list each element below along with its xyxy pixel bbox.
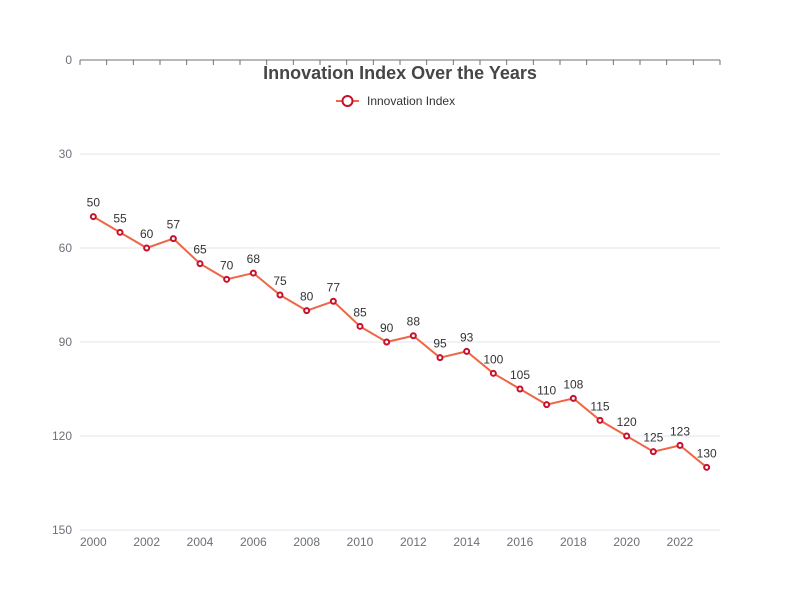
x-tick-label: 2010: [347, 535, 374, 549]
data-point: [596, 416, 604, 424]
data-point: [196, 260, 204, 268]
data-label: 75: [273, 274, 287, 288]
data-point: [649, 448, 657, 456]
data-point: [143, 244, 151, 252]
data-point: [329, 297, 337, 305]
data-label: 130: [697, 446, 717, 460]
data-label: 70: [220, 258, 234, 272]
data-point: [436, 354, 444, 362]
y-tick-label: 60: [59, 241, 73, 255]
data-label: 123: [670, 424, 690, 438]
data-label: 110: [537, 384, 556, 398]
data-point: [623, 432, 631, 440]
data-label: 77: [327, 280, 341, 294]
data-label: 108: [563, 377, 583, 391]
data-label: 85: [353, 305, 367, 319]
x-tick-label: 2014: [453, 535, 480, 549]
data-label-layer: 50 55 60 57 65 70 68 75 80 77 85 90 88 95 93 100 105 110 1…: [87, 196, 717, 461]
data-label: 125: [643, 431, 663, 445]
legend-label: Innovation Index: [367, 94, 455, 108]
data-point: [169, 235, 177, 243]
data-label: 115: [590, 399, 609, 413]
data-point: [303, 307, 311, 315]
x-tick-label: 2004: [187, 535, 214, 549]
data-point: [383, 338, 391, 346]
x-tick-label: 2020: [613, 535, 640, 549]
data-point: [116, 228, 124, 236]
x-tick-label: 2006: [240, 535, 267, 549]
data-label: 55: [113, 211, 127, 225]
data-point: [223, 275, 231, 283]
series-line: [92, 215, 708, 469]
data-label: 68: [247, 252, 261, 266]
x-tick-label: 2008: [293, 535, 320, 549]
data-label: 90: [380, 321, 394, 335]
data-label: 57: [167, 218, 181, 232]
data-point: [543, 401, 551, 409]
x-tick-label: 2022: [667, 535, 694, 549]
data-point: [703, 463, 711, 471]
data-point: [249, 269, 257, 277]
data-point: [89, 213, 97, 221]
data-label: 60: [140, 227, 154, 241]
data-label: 105: [510, 368, 530, 382]
data-label: 88: [407, 315, 421, 329]
data-point: [276, 291, 284, 299]
legend-marker-swatch: [341, 95, 354, 107]
data-point: [569, 394, 577, 402]
data-point: [516, 385, 524, 393]
data-point: [676, 441, 684, 449]
data-label: 120: [617, 415, 637, 429]
x-tick-label: 2002: [133, 535, 160, 549]
series-layer: [89, 213, 711, 471]
data-point: [409, 332, 417, 340]
chart-title: Innovation Index Over the Years: [263, 63, 537, 83]
data-label: 100: [483, 352, 503, 366]
y-tick-label: 90: [59, 335, 73, 349]
data-label: 65: [193, 243, 207, 257]
x-tick-label: 2016: [507, 535, 534, 549]
x-tick-label: 2018: [560, 535, 587, 549]
legend[interactable]: Innovation Index: [336, 94, 455, 108]
x-tick-label: 2012: [400, 535, 427, 549]
data-label: 93: [460, 330, 474, 344]
y-tick-label: 30: [59, 147, 73, 161]
data-point: [463, 347, 471, 355]
data-point: [356, 322, 364, 330]
axis-layer: 0 30 60 90 120 150 2000 2002 2004 2006 2008 2010 201…: [52, 53, 721, 549]
x-tick-label: 2000: [80, 535, 107, 549]
y-tick-label: 150: [52, 523, 72, 537]
grid-layer: [80, 153, 720, 531]
data-label: 80: [300, 290, 314, 304]
data-label: 50: [87, 196, 101, 210]
y-tick-label: 0: [65, 53, 72, 67]
y-tick-label: 120: [52, 429, 72, 443]
data-point: [489, 369, 497, 377]
data-label: 95: [433, 337, 447, 351]
